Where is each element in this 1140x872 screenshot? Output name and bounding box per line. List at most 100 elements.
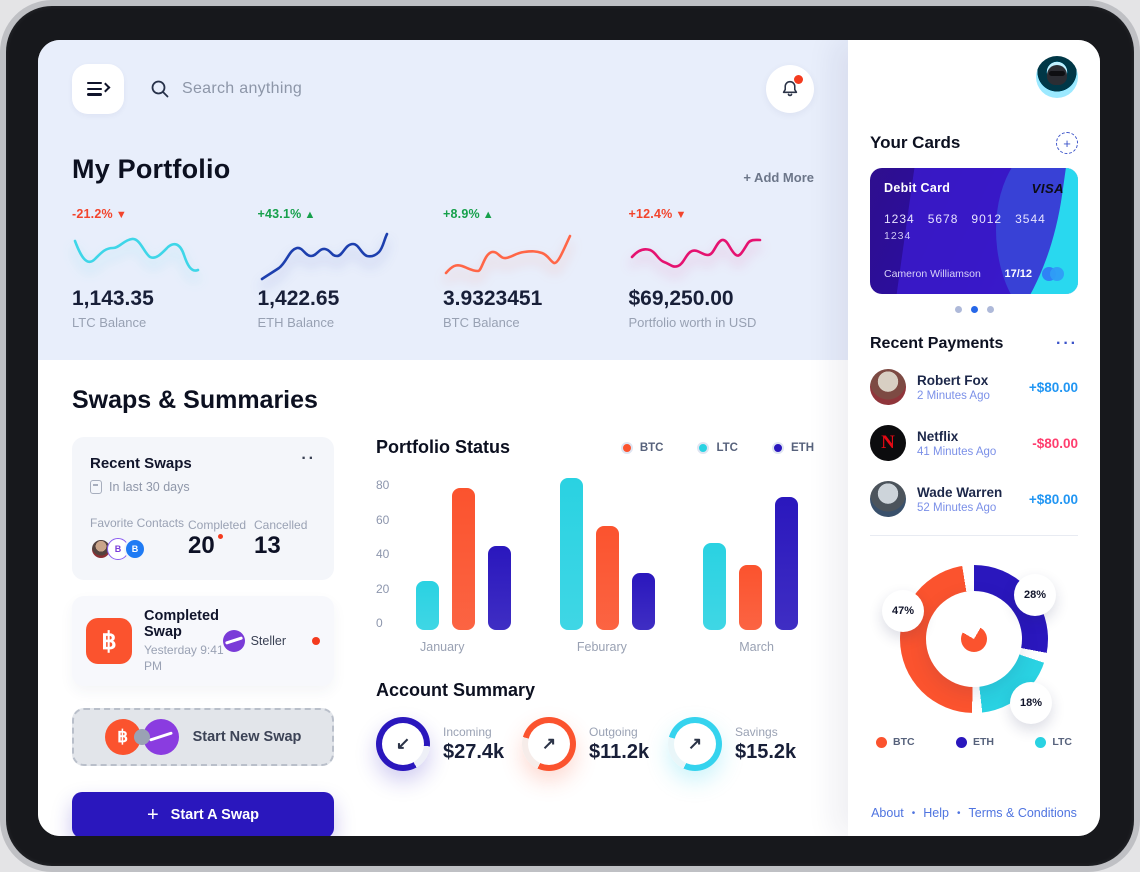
portfolio-stats: -21.2% ▼ 1,143.35 LTC Balance +43.1% ▲ 1,4… [72, 207, 814, 330]
bar-btc[interactable] [595, 525, 619, 630]
payee-avatar [870, 481, 906, 517]
arrow-up-right-icon: ↗ [687, 734, 703, 753]
stat-card-btc[interactable]: +8.9% ▲ 3.9323451 BTC Balance [443, 207, 629, 330]
menu-button[interactable] [72, 64, 124, 114]
bar-eth[interactable] [775, 497, 798, 630]
about-link[interactable]: About [871, 806, 904, 820]
completed-count: 20 [188, 532, 223, 560]
legend-item-btc[interactable]: BTC [620, 441, 664, 454]
payment-amount: -$80.00 [1032, 435, 1078, 451]
btc-sparkline [444, 234, 572, 275]
bar-btc[interactable] [739, 565, 762, 630]
cancelled-label: Cancelled [254, 518, 308, 533]
y-tick: 40 [376, 547, 390, 561]
user-avatar[interactable] [1036, 56, 1078, 98]
pager-dot[interactable] [986, 306, 994, 313]
help-link[interactable]: Help [923, 806, 949, 820]
legend-dot-icon [876, 736, 887, 748]
down-arrow-icon: ▼ [675, 209, 687, 221]
stat-card-usd[interactable]: +12.4% ▼ $69,250.00 Portfolio worth in US… [629, 207, 815, 330]
legend-dot-icon [955, 736, 967, 748]
netflix-icon: N [870, 425, 906, 461]
bar-chart-legend: BTC LTC ETH [620, 441, 814, 454]
completed-swap-card[interactable]: ฿ Completed Swap Yesterday 9:41 PM Stell… [72, 596, 334, 687]
legend-label: BTC [893, 736, 915, 748]
payee-name: Netflix [917, 428, 959, 444]
payment-row-robert-fox[interactable]: Robert Fox 2 Minutes Ago +$80.00 [870, 359, 1078, 415]
top-bar [72, 64, 814, 114]
debit-card[interactable]: Debit Card VISA 1234 5678 9012 3544 1234… [870, 168, 1078, 294]
donut-legend-item-eth[interactable]: ETH [955, 736, 994, 748]
card-holder: Cameron Williamson [884, 268, 981, 280]
bullet-separator: • [957, 807, 961, 819]
incoming-ring-icon: ↙ [376, 717, 430, 771]
payment-row-wade-warren[interactable]: Wade Warren 52 Minutes Ago +$80.00 [870, 471, 1078, 527]
your-cards-title: Your Cards [870, 133, 961, 152]
pager-dot-active[interactable] [970, 306, 978, 313]
more-menu-icon[interactable]: ·· [301, 450, 316, 467]
add-more-link[interactable]: + Add More [743, 170, 814, 185]
bar-ltc[interactable] [559, 478, 583, 630]
stat-card-ltc[interactable]: -21.2% ▼ 1,143.35 LTC Balance [72, 207, 258, 330]
donut-legend-item-btc[interactable]: BTC [876, 736, 915, 748]
button-label: Start A Swap [170, 807, 260, 824]
eth-percent-label: 28% [1014, 574, 1056, 616]
status-dot [312, 637, 320, 646]
recent-swaps-card: Recent Swaps ·· In last 30 days Favorite… [72, 437, 334, 580]
arrow-up-right-icon: ↗ [541, 734, 557, 753]
incoming-stat: ↙ Incoming $27.4k [376, 717, 522, 771]
bar-btc[interactable] [452, 487, 475, 630]
network-label: Steller [250, 634, 286, 649]
legend-label: ETH [791, 441, 814, 454]
start-a-swap-button[interactable]: + Start A Swap [72, 792, 334, 836]
change-percent: +12.4% [628, 207, 673, 221]
divider [870, 535, 1078, 536]
calendar-icon [90, 480, 102, 494]
ltc-percent-label: 18% [1010, 682, 1052, 724]
stat-label: ETH Balance [257, 315, 335, 330]
bar-eth[interactable] [488, 546, 511, 630]
start-new-swap-card[interactable]: ฿ Start New Swap [72, 708, 334, 767]
more-menu-icon[interactable]: ··· [1056, 335, 1078, 352]
y-axis: 80 60 40 20 0 [376, 478, 406, 630]
stat-value: $15.2k [735, 740, 797, 763]
payment-time: 41 Minutes Ago [917, 445, 997, 458]
app-screen: My Portfolio + Add More -21.2%▼ 1,143.35… [38, 40, 1100, 836]
down-arrow-icon: ▼ [115, 209, 127, 221]
bar-eth[interactable] [631, 573, 655, 630]
ltc-sparkline [73, 237, 200, 272]
legend-item-eth[interactable]: ETH [772, 441, 814, 454]
y-tick: 60 [376, 512, 390, 527]
add-card-icon[interactable]: + [1056, 132, 1078, 154]
stat-card-eth[interactable]: +43.1% ▲ 1,422.65 ETH Balance [258, 207, 444, 330]
search-input[interactable] [182, 80, 482, 98]
donut-legend-item-ltc[interactable]: LTC [1035, 736, 1072, 748]
portfolio-hero-section: My Portfolio + Add More -21.2%▼ 1,143.35… [38, 40, 848, 360]
pager-dot[interactable] [954, 306, 962, 313]
stat-label: BTC Balance [443, 315, 520, 330]
legend-label: ETH [972, 736, 994, 748]
stellar-icon [222, 630, 245, 653]
usd-sparkline [630, 238, 761, 268]
stat-label: Portfolio worth in USD [628, 315, 757, 330]
stat-label: Savings [735, 724, 778, 739]
contact-avatar[interactable]: B [107, 538, 129, 560]
btc-percent-label: 47% [882, 590, 924, 632]
legend-dot-icon [620, 441, 633, 454]
payment-row-netflix[interactable]: N Netflix 41 Minutes Ago -$80.00 [870, 415, 1078, 471]
bar-ltc[interactable] [416, 580, 439, 630]
bar-ltc[interactable] [703, 542, 726, 630]
legend-dot-icon [772, 441, 784, 454]
swap-column: Recent Swaps ·· In last 30 days Favorite… [72, 437, 334, 836]
outgoing-ring-icon: ↗ [522, 717, 576, 771]
legend-label: LTC [1052, 736, 1072, 748]
notifications-button[interactable] [766, 65, 814, 113]
legend-label: LTC [716, 441, 738, 454]
legend-label: BTC [639, 441, 664, 454]
bar-group-january [416, 478, 511, 630]
contact-avatar[interactable]: B [124, 538, 146, 560]
account-summary-title: Account Summary [376, 680, 536, 700]
legend-item-ltc[interactable]: LTC [697, 441, 738, 454]
terms-link[interactable]: Terms & Conditions [968, 806, 1077, 820]
